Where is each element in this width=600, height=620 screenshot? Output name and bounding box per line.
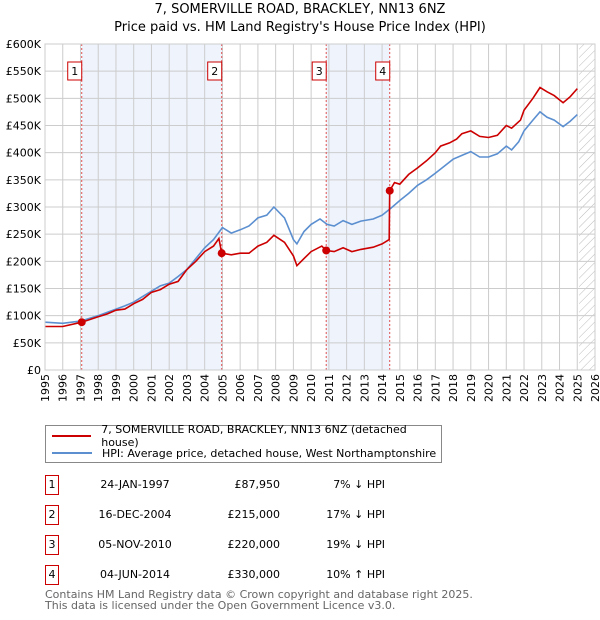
sale-label-box bbox=[207, 61, 223, 81]
sale-point bbox=[77, 318, 86, 327]
x-tick-label: 2022 bbox=[518, 374, 531, 402]
sale-label: 2 bbox=[211, 65, 218, 78]
x-tick-label: 2011 bbox=[323, 374, 336, 402]
legend-price-swatch bbox=[52, 435, 92, 437]
y-tick-label: £200K bbox=[6, 255, 42, 268]
transaction-price: £330,000 bbox=[227, 568, 281, 581]
sale-label: 3 bbox=[316, 65, 323, 78]
x-tick-label: 2010 bbox=[305, 374, 318, 402]
x-tick-label: 2006 bbox=[234, 374, 247, 402]
y-tick-label: £450K bbox=[6, 120, 42, 133]
transaction-price: £87,950 bbox=[234, 478, 281, 491]
price-paid-line bbox=[45, 86, 578, 328]
sale-point bbox=[322, 246, 331, 255]
x-tick-label: 2009 bbox=[287, 374, 300, 402]
x-tick-label: 2021 bbox=[500, 374, 513, 402]
sale-point bbox=[217, 249, 226, 258]
transaction-date: 24-JAN-1997 bbox=[100, 478, 170, 491]
y-tick-label: £0 bbox=[27, 364, 41, 377]
footer-licence: This data is licensed under the Open Gov… bbox=[45, 599, 396, 612]
x-tick-label: 2019 bbox=[465, 374, 478, 402]
sale-label-box bbox=[375, 61, 391, 81]
transaction-number: 2 bbox=[45, 505, 59, 525]
legend-hpi-swatch bbox=[52, 452, 92, 454]
transaction-row: 4 04-JUN-2014 £330,000 10% ↑ HPI bbox=[45, 565, 445, 585]
transaction-date: 16-DEC-2004 bbox=[98, 508, 172, 521]
hpi-line bbox=[44, 110, 578, 325]
transaction-number: 4 bbox=[45, 565, 59, 585]
transaction-date: 04-JUN-2014 bbox=[99, 568, 171, 581]
x-tick-label: 2020 bbox=[483, 374, 496, 402]
legend: 7, SOMERVILLE ROAD, BRACKLEY, NN13 6NZ (… bbox=[45, 423, 442, 463]
x-tick-label: 1998 bbox=[92, 374, 105, 402]
x-tick-label: 2014 bbox=[376, 374, 389, 402]
y-tick-label: £300K bbox=[6, 201, 42, 214]
sale-label: 1 bbox=[71, 65, 78, 78]
x-tick-label: 2018 bbox=[447, 374, 460, 402]
y-tick-label: £50K bbox=[13, 337, 42, 350]
sale-label-box bbox=[67, 61, 83, 81]
chart-subtitle: Price paid vs. HM Land Registry's House … bbox=[114, 20, 486, 35]
legend-price-label: 7, SOMERVILLE ROAD, BRACKLEY, NN13 6NZ (… bbox=[101, 423, 407, 449]
footer-copyright: Contains HM Land Registry data © Crown c… bbox=[45, 588, 473, 601]
x-tick-label: 1995 bbox=[39, 374, 52, 402]
x-tick-label: 2024 bbox=[554, 374, 567, 402]
x-tick-label: 1996 bbox=[57, 374, 70, 402]
x-tick-label: 2005 bbox=[216, 374, 229, 402]
sale-label: 4 bbox=[379, 65, 386, 78]
x-tick-label: 2017 bbox=[429, 374, 442, 402]
transaction-price: £220,000 bbox=[227, 538, 281, 551]
transaction-price: £215,000 bbox=[227, 508, 281, 521]
transaction-row: 1 24-JAN-1997 £87,950 7% ↓ HPI bbox=[45, 475, 445, 495]
x-tick-label: 2013 bbox=[358, 374, 371, 402]
sale-label-box bbox=[311, 61, 327, 81]
transaction-hpi: 10% ↑ HPI bbox=[326, 568, 385, 581]
x-tick-label: 2004 bbox=[199, 374, 212, 402]
y-tick-label: £600K bbox=[6, 38, 42, 51]
transaction-row: 2 16-DEC-2004 £215,000 17% ↓ HPI bbox=[45, 505, 445, 525]
transaction-number: 3 bbox=[45, 535, 59, 555]
y-tick-label: £250K bbox=[6, 228, 42, 241]
y-tick-label: £350K bbox=[6, 174, 42, 187]
x-tick-label: 2001 bbox=[145, 374, 158, 402]
x-tick-label: 2025 bbox=[571, 374, 584, 402]
x-tick-label: 2026 bbox=[589, 374, 600, 402]
x-tick-label: 2002 bbox=[163, 374, 176, 402]
footer: Contains HM Land Registry data © Crown c… bbox=[45, 589, 473, 611]
x-tick-label: 2012 bbox=[341, 374, 354, 402]
x-tick-label: 2007 bbox=[252, 374, 265, 402]
y-tick-label: £500K bbox=[6, 92, 42, 105]
transaction-row: 3 05-NOV-2010 £220,000 19% ↓ HPI bbox=[45, 535, 445, 555]
x-tick-label: 2000 bbox=[128, 374, 141, 402]
transaction-hpi: 7% ↓ HPI bbox=[333, 478, 385, 491]
chart-title: 7, SOMERVILLE ROAD, BRACKLEY, NN13 6NZ bbox=[154, 2, 446, 17]
price-chart: 1995 1996 1997 1998 1999 2000 2001 2002 2003 2004… bbox=[6, 38, 600, 402]
legend-hpi-label: HPI: Average price, detached house, West… bbox=[102, 446, 437, 460]
y-tick-label: £150K bbox=[6, 283, 42, 296]
y-tick-label: £400K bbox=[6, 147, 42, 160]
x-tick-label: 1999 bbox=[110, 374, 123, 402]
y-tick-label: £550K bbox=[6, 65, 42, 78]
y-tick-label: £100K bbox=[6, 310, 42, 323]
x-tick-label: 2023 bbox=[536, 374, 549, 402]
plot-border bbox=[44, 43, 596, 371]
transaction-hpi: 19% ↓ HPI bbox=[326, 538, 385, 551]
x-tick-label: 1997 bbox=[74, 374, 87, 402]
transaction-number: 1 bbox=[45, 475, 59, 495]
x-tick-label: 2008 bbox=[270, 374, 283, 402]
sale-point bbox=[385, 186, 394, 195]
transaction-date: 05-NOV-2010 bbox=[98, 538, 172, 551]
x-tick-label: 2016 bbox=[412, 374, 425, 402]
x-tick-label: 2015 bbox=[394, 374, 407, 402]
transaction-hpi: 17% ↓ HPI bbox=[326, 508, 385, 521]
x-tick-label: 2003 bbox=[181, 374, 194, 402]
